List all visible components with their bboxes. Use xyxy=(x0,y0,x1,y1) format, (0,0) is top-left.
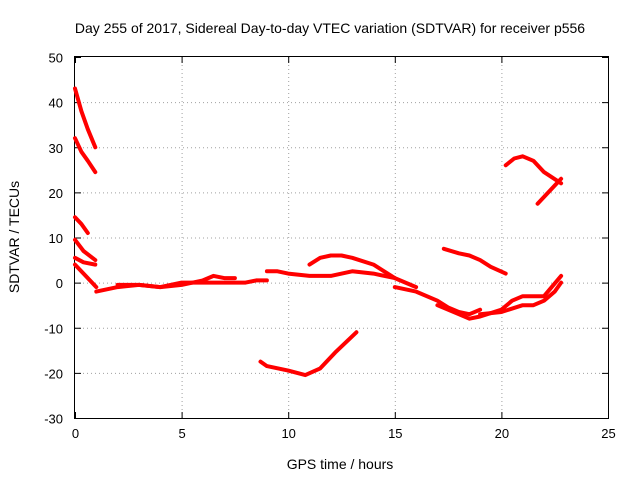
chart-title: Day 255 of 2017, Sidereal Day-to-day VTE… xyxy=(75,20,585,36)
series-track-9 xyxy=(264,269,419,290)
y-tick-label: -30 xyxy=(44,412,63,427)
y-tick-label: 40 xyxy=(49,96,63,111)
series-track-10 xyxy=(307,253,397,281)
series-track-8 xyxy=(115,278,269,290)
grid-layer xyxy=(75,57,608,418)
series-track-12 xyxy=(392,285,483,317)
series-track-2 xyxy=(73,136,98,175)
x-tick-label: 25 xyxy=(601,426,615,441)
series-track-4 xyxy=(73,237,98,263)
y-tick-label: 0 xyxy=(56,276,63,291)
series-track-11 xyxy=(258,330,359,378)
series-track-16 xyxy=(503,154,564,186)
series-track-13 xyxy=(435,273,564,321)
y-tick-label: 50 xyxy=(49,51,63,66)
series-track-1 xyxy=(73,86,98,150)
x-tick-label: 20 xyxy=(495,426,509,441)
series-track-3 xyxy=(73,215,90,235)
x-tick-label: 0 xyxy=(72,426,79,441)
x-tick-label: 10 xyxy=(281,426,295,441)
x-tick-label: 15 xyxy=(388,426,402,441)
series-track-5 xyxy=(73,255,98,267)
x-tick-label: 5 xyxy=(178,426,185,441)
plot-frame xyxy=(74,56,609,419)
y-tick-label: 20 xyxy=(49,186,63,201)
y-tick-label: 10 xyxy=(49,231,63,246)
x-axis-label: GPS time / hours xyxy=(287,456,394,472)
y-tick-label: 30 xyxy=(49,141,63,156)
series-track-15 xyxy=(441,246,508,276)
y-tick-label: -20 xyxy=(44,366,63,381)
series-track-6 xyxy=(73,262,99,290)
tick-layer: 0 5 10 15 20 25 -30 -20 -10 0 10 20 30 40 50 xyxy=(44,51,616,442)
series-layer xyxy=(73,86,564,378)
series-track-14 xyxy=(478,280,564,317)
y-axis-label: SDTVAR / TECUs xyxy=(6,181,22,293)
y-tick-label: -10 xyxy=(44,321,63,336)
series-track-17 xyxy=(535,176,564,206)
